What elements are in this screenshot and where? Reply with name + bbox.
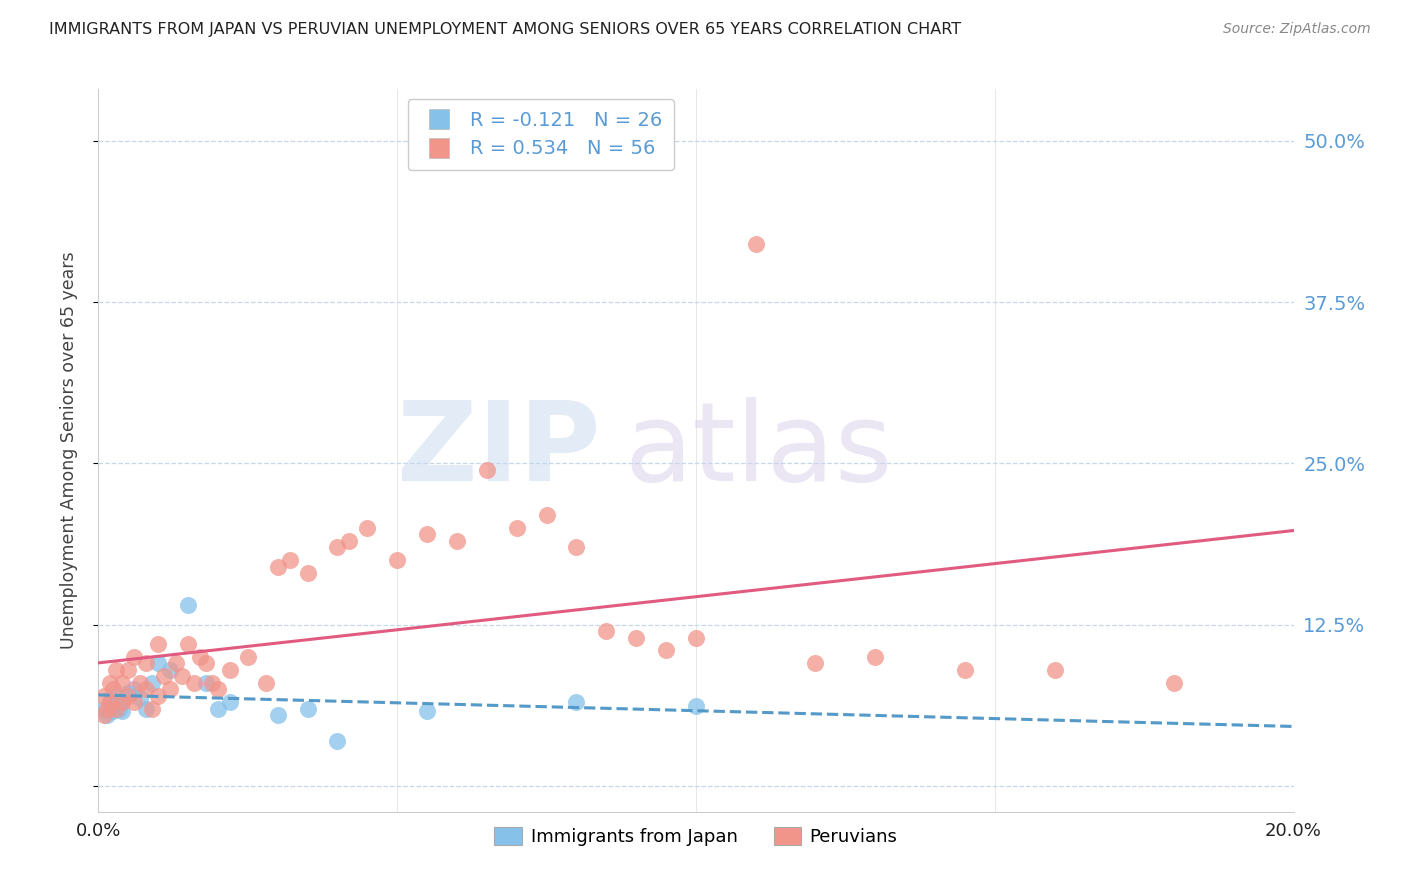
Point: [124, 649, 146, 664]
Point: [111, 695, 134, 709]
Point: [207, 701, 229, 715]
Text: ZIP: ZIP: [396, 397, 600, 504]
Point: [93, 708, 115, 723]
Point: [416, 704, 439, 718]
Point: [446, 533, 468, 548]
Y-axis label: Unemployment Among Seniors over 65 years: Unemployment Among Seniors over 65 years: [59, 252, 77, 649]
Text: atlas: atlas: [624, 397, 893, 504]
Point: [105, 698, 128, 713]
Point: [195, 657, 218, 671]
Point: [254, 675, 277, 690]
Point: [177, 637, 200, 651]
Point: [96, 708, 118, 723]
Point: [183, 675, 205, 690]
Point: [804, 657, 827, 671]
Point: [177, 599, 200, 613]
Point: [1163, 675, 1185, 690]
Point: [506, 521, 529, 535]
Text: IMMIGRANTS FROM JAPAN VS PERUVIAN UNEMPLOYMENT AMONG SENIORS OVER 65 YEARS CORRE: IMMIGRANTS FROM JAPAN VS PERUVIAN UNEMPL…: [49, 22, 962, 37]
Point: [135, 682, 157, 697]
Point: [685, 631, 707, 645]
Point: [111, 675, 134, 690]
Point: [117, 689, 139, 703]
Point: [105, 663, 128, 677]
Point: [141, 675, 163, 690]
Point: [475, 463, 498, 477]
Point: [219, 663, 242, 677]
Point: [129, 675, 152, 690]
Text: Source: ZipAtlas.com: Source: ZipAtlas.com: [1223, 22, 1371, 37]
Point: [148, 637, 170, 651]
Point: [188, 649, 211, 664]
Text: 0.0%: 0.0%: [76, 822, 121, 840]
Point: [96, 701, 118, 715]
Point: [135, 701, 157, 715]
Point: [195, 675, 218, 690]
Point: [416, 527, 439, 541]
Point: [159, 682, 181, 697]
Point: [267, 559, 290, 574]
Point: [685, 698, 707, 713]
Point: [326, 733, 349, 747]
Point: [655, 643, 678, 657]
Point: [865, 649, 887, 664]
Point: [201, 675, 224, 690]
Point: [278, 553, 301, 567]
Point: [165, 657, 187, 671]
Point: [207, 682, 229, 697]
Point: [565, 695, 588, 709]
Point: [98, 695, 122, 709]
Point: [98, 695, 122, 709]
Point: [236, 649, 259, 664]
Point: [129, 691, 152, 706]
Text: 20.0%: 20.0%: [1265, 822, 1322, 840]
Point: [93, 689, 115, 703]
Point: [745, 237, 768, 252]
Point: [297, 701, 319, 715]
Point: [117, 663, 139, 677]
Point: [148, 657, 170, 671]
Point: [93, 701, 115, 715]
Point: [626, 631, 648, 645]
Point: [326, 540, 349, 554]
Point: [172, 669, 194, 683]
Point: [124, 695, 146, 709]
Point: [98, 675, 122, 690]
Legend: Immigrants from Japan, Peruvians: Immigrants from Japan, Peruvians: [488, 820, 904, 854]
Point: [595, 624, 617, 639]
Point: [103, 682, 125, 697]
Point: [148, 689, 170, 703]
Point: [297, 566, 319, 580]
Point: [565, 540, 588, 554]
Point: [953, 663, 976, 677]
Point: [111, 695, 134, 709]
Point: [219, 695, 242, 709]
Point: [117, 686, 139, 700]
Point: [159, 663, 181, 677]
Point: [385, 553, 409, 567]
Point: [105, 701, 128, 715]
Point: [124, 682, 146, 697]
Point: [1043, 663, 1066, 677]
Point: [339, 533, 361, 548]
Point: [153, 669, 176, 683]
Point: [536, 508, 558, 522]
Point: [105, 689, 128, 703]
Point: [103, 704, 125, 718]
Point: [135, 657, 157, 671]
Point: [267, 708, 290, 723]
Point: [141, 701, 163, 715]
Point: [356, 521, 378, 535]
Point: [108, 701, 131, 715]
Point: [111, 704, 134, 718]
